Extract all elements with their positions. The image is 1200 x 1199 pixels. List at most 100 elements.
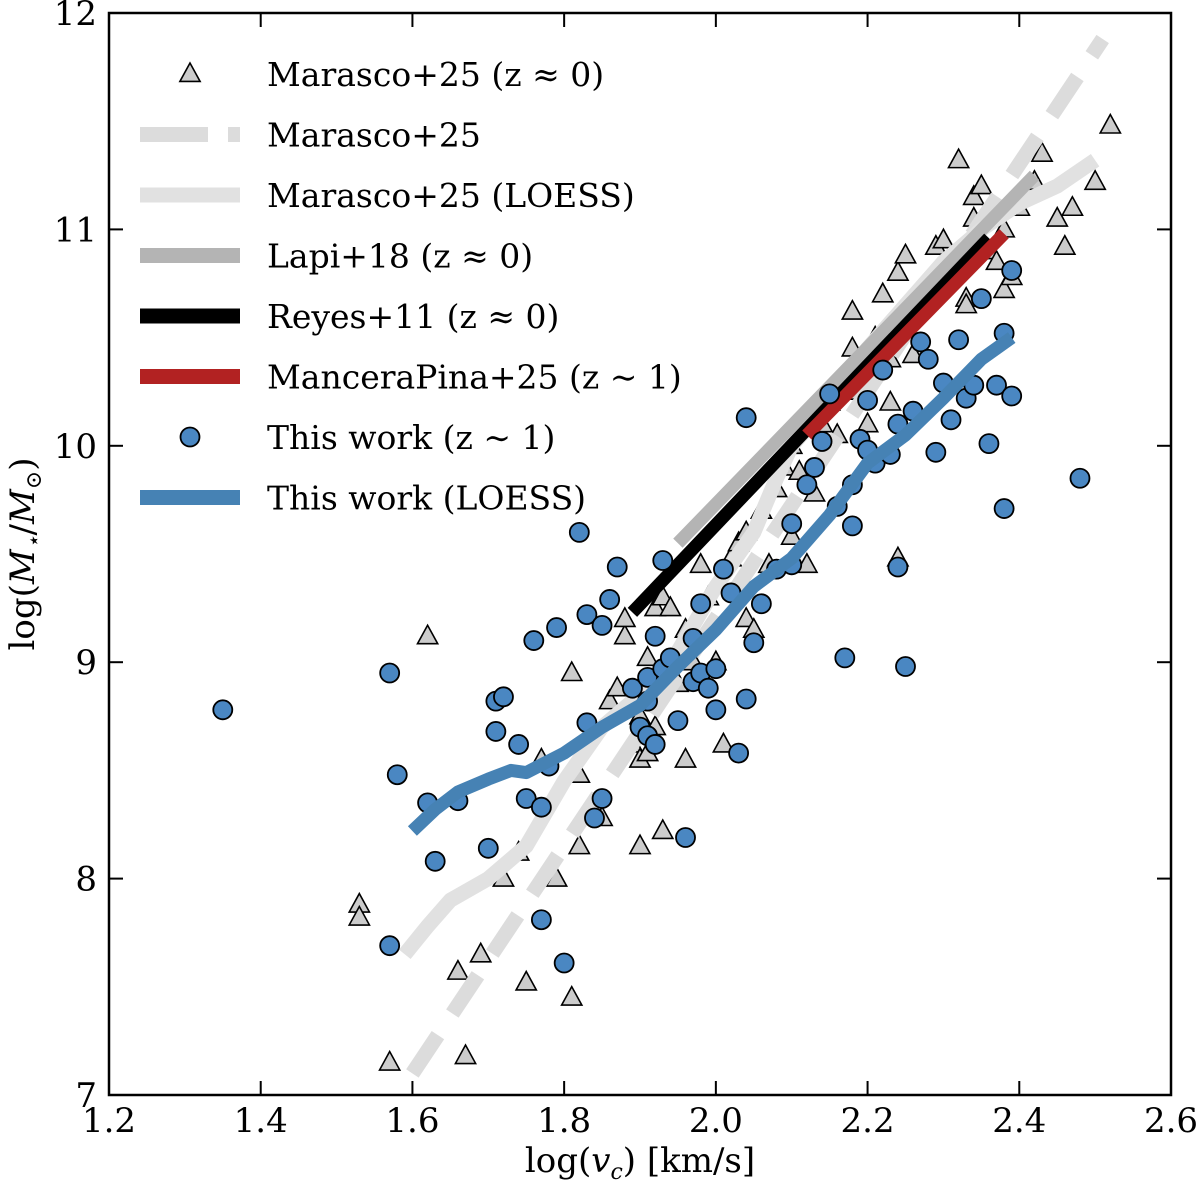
legend-item-marasco-25-loess: Marasco+25 (LOESS)	[140, 176, 635, 215]
plot-frame	[107, 11, 1173, 1097]
point-marasco-triangle	[856, 411, 880, 433]
point-this-work-circle	[644, 625, 666, 647]
point-marasco-triangle	[469, 941, 493, 963]
point-this-work-circle	[553, 952, 575, 974]
point-marasco-triangle	[1083, 169, 1107, 191]
point-marasco-triangle	[886, 260, 910, 281]
series-line-lapi-18-z-0	[673, 170, 1040, 548]
point-this-work-circle	[811, 431, 833, 452]
point-this-work-circle	[546, 617, 567, 638]
point-this-work-circle	[584, 807, 605, 829]
legend-label: Marasco+25 (z ≈ 0)	[267, 55, 604, 94]
point-this-work-circle	[970, 288, 992, 310]
point-marasco-triangle	[962, 184, 986, 206]
point-marasco-triangle	[643, 595, 667, 617]
point-this-work-circle	[948, 329, 969, 351]
point-marasco-triangle	[454, 1043, 477, 1065]
point-this-work-circle	[925, 441, 947, 463]
legend-label: Marasco+25	[267, 116, 481, 155]
x-tick-label: 2.4	[992, 1101, 1046, 1141]
point-this-work-circle	[750, 593, 772, 615]
point-marasco-triangle	[871, 281, 895, 303]
y-tick-label: 9	[75, 643, 97, 683]
legend-label: Marasco+25 (LOESS)	[267, 176, 635, 215]
legend: Marasco+25 (z ≈ 0) Marasco+25 Marasco+25 (…	[140, 55, 682, 518]
point-this-work-circle	[212, 699, 234, 721]
point-marasco-triangle	[628, 833, 652, 855]
point-this-work-circle	[978, 433, 1000, 455]
legend-circle-marker	[179, 426, 201, 448]
point-this-work-circle	[576, 604, 598, 625]
x-axis-title: log(vc) [km/s]	[525, 1141, 755, 1185]
legend-label: Reyes+11 (z ≈ 0)	[267, 297, 559, 336]
point-this-work-circle	[1001, 385, 1023, 407]
point-this-work-circle	[834, 647, 856, 669]
point-this-work-circle	[523, 630, 545, 651]
point-marasco-triangle	[1045, 205, 1069, 227]
point-this-work-circle	[644, 734, 666, 755]
point-marasco-triangle	[954, 292, 978, 314]
y-tick-label: 12	[54, 0, 97, 34]
plot-area	[212, 34, 1122, 1078]
point-marasco-triangle	[514, 969, 538, 991]
legend-label: This work (LOESS)	[267, 479, 586, 518]
point-this-work-circle	[652, 550, 674, 571]
legend-triangle-marker	[178, 61, 202, 83]
y-axis-title: log(M⋆/M⊙)	[3, 458, 47, 651]
x-tick-label: 2.2	[841, 1101, 895, 1141]
legend-label: Lapi+18 (z ≈ 0)	[267, 237, 533, 276]
point-this-work-circle	[530, 909, 552, 931]
legend-item-lapi-18-z-0: Lapi+18 (z ≈ 0)	[140, 237, 533, 276]
point-this-work-circle	[842, 515, 863, 537]
point-this-work-circle	[917, 348, 939, 370]
legend-label: This work (z ∼ 1)	[267, 418, 555, 457]
x-tick-label: 2.0	[689, 1101, 743, 1141]
point-marasco-triangle	[689, 552, 713, 574]
point-marasco-triangle	[416, 623, 440, 645]
point-this-work-circle	[705, 699, 727, 721]
legend-item-marasco-25-z-0: Marasco+25 (z ≈ 0)	[178, 55, 604, 94]
point-marasco-triangle	[1030, 140, 1054, 162]
point-this-work-circle	[895, 656, 916, 677]
point-marasco-triangle	[560, 660, 584, 682]
point-this-work-circle	[796, 474, 818, 496]
point-this-work-circle	[781, 513, 803, 535]
point-marasco-triangle	[560, 984, 584, 1006]
legend-item-marasco-25: Marasco+25	[140, 116, 481, 155]
point-marasco-triangle	[674, 746, 697, 768]
axis-ticks: 1.2 1.4 1.6 1.8 2.0 2.2 2.4 2.6 7 8 9 10 11 12	[54, 0, 1198, 1141]
point-this-work-circle	[379, 935, 401, 957]
point-marasco-triangle	[780, 524, 804, 545]
point-this-work-circle	[910, 331, 932, 353]
point-this-work-circle	[743, 632, 765, 654]
point-marasco-triangle	[894, 242, 917, 264]
point-marasco-triangle	[446, 958, 470, 980]
series-line-mancerapina-25-z-1	[802, 229, 1009, 440]
point-marasco-triangle	[567, 833, 591, 855]
point-this-work-circle	[530, 796, 552, 818]
point-marasco-triangle	[840, 298, 864, 320]
series-line-marasco-25	[406, 34, 1109, 1078]
point-marasco-triangle	[1053, 234, 1077, 255]
point-marasco-triangle	[992, 277, 1016, 299]
legend-item-this-work-z-1: This work (z ∼ 1)	[179, 418, 555, 457]
point-this-work-circle	[872, 359, 894, 381]
point-this-work-circle	[508, 734, 530, 755]
y-tick-label: 11	[54, 210, 97, 250]
point-this-work-circle	[485, 721, 507, 742]
point-this-work-circle	[379, 662, 401, 684]
point-this-work-circle	[728, 742, 750, 764]
point-marasco-triangle	[985, 249, 1008, 271]
point-marasco-triangle	[613, 623, 637, 645]
point-this-work-circle	[735, 407, 757, 429]
x-tick-label: 2.6	[1144, 1101, 1198, 1141]
point-this-work-circle	[667, 710, 689, 732]
point-this-work-circle	[819, 383, 841, 405]
point-this-work-circle	[591, 615, 613, 636]
point-marasco-triangle	[711, 731, 735, 753]
point-this-work-circle	[690, 593, 712, 615]
point-this-work-circle	[424, 850, 446, 872]
legend-item-this-work-loess: This work (LOESS)	[140, 479, 586, 518]
point-this-work-circle	[477, 837, 499, 859]
point-marasco-triangle	[347, 904, 371, 926]
